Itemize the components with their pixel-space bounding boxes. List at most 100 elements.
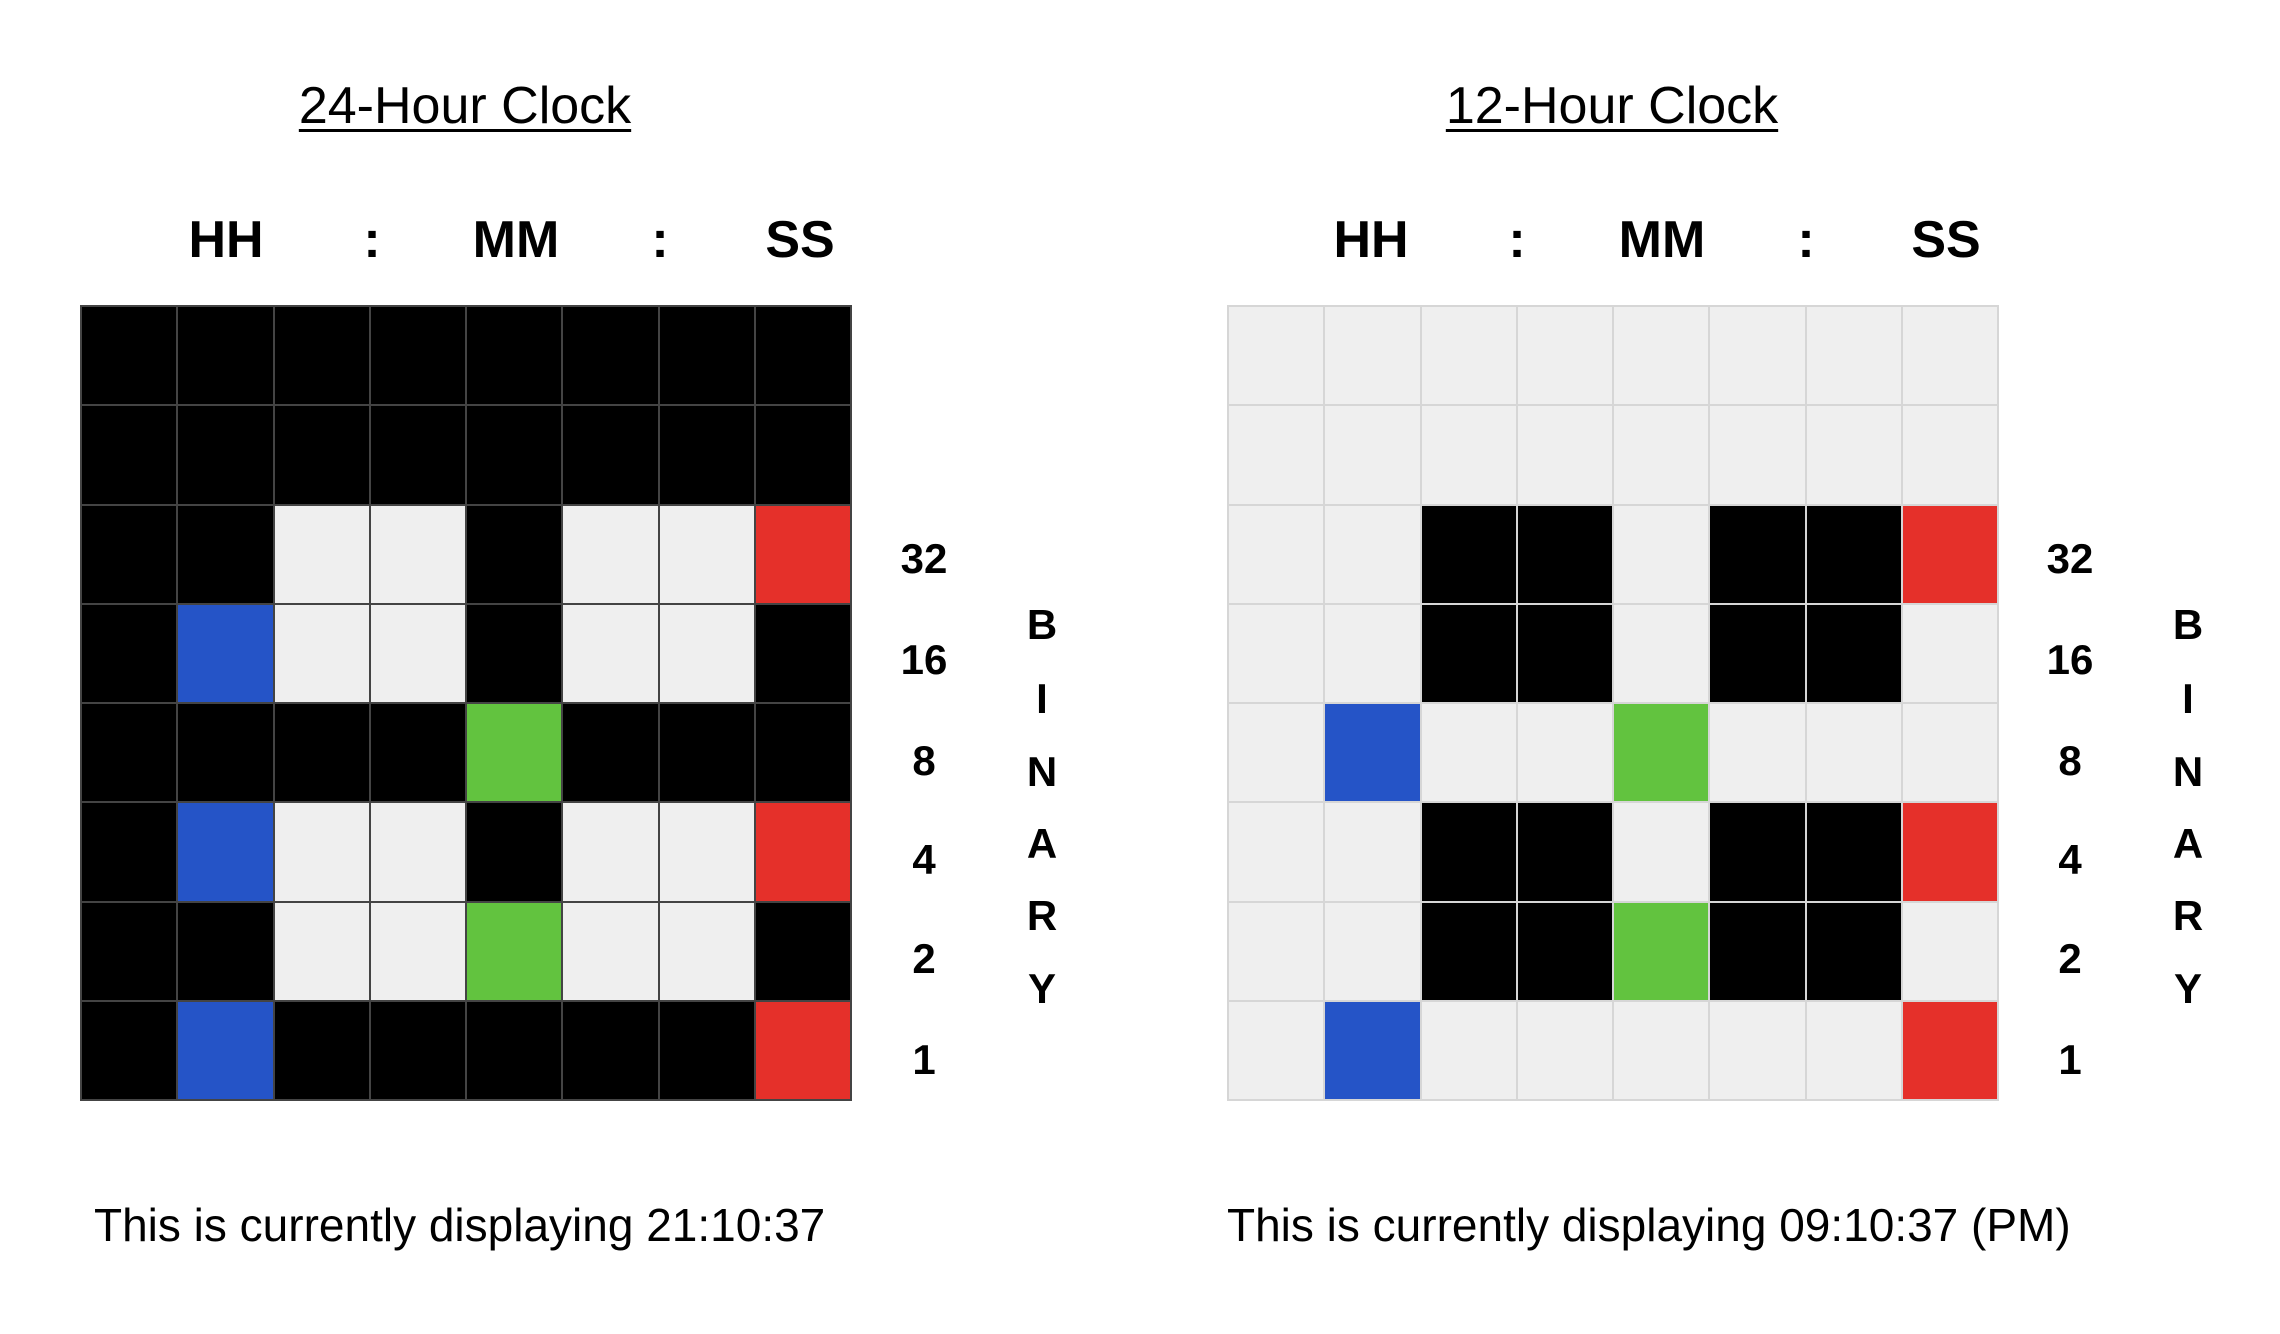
cell-off xyxy=(1902,604,1997,702)
cell-inverse xyxy=(1710,803,1805,901)
segment-label-colon: : xyxy=(363,211,381,269)
cell-off xyxy=(1325,604,1420,702)
cell-inverse xyxy=(659,902,754,1000)
cell-off xyxy=(467,505,562,603)
cell-inverse xyxy=(1517,604,1612,702)
bit-label-8: 8 xyxy=(912,737,936,784)
cell-inverse xyxy=(563,604,658,702)
cell-inverse xyxy=(563,902,658,1000)
segment-label-ss: SS xyxy=(765,211,835,269)
bit-label-16: 16 xyxy=(900,636,948,683)
cell-off xyxy=(1902,406,1997,504)
cell-off xyxy=(1710,406,1805,504)
cell-inverse xyxy=(1710,604,1805,702)
cell-seconds-on xyxy=(755,505,850,603)
cell-off xyxy=(1517,704,1612,802)
binary-letter: N xyxy=(1026,748,1058,795)
segment-label-mm: MM xyxy=(1618,211,1706,269)
cell-inverse xyxy=(659,604,754,702)
cell-off xyxy=(659,307,754,405)
cell-off xyxy=(755,406,850,504)
segment-label-colon: : xyxy=(1508,211,1526,269)
cell-inverse xyxy=(274,902,369,1000)
cell-off xyxy=(659,406,754,504)
bit-label-32: 32 xyxy=(900,535,948,582)
cell-off xyxy=(1710,307,1805,405)
cell-off xyxy=(1325,505,1420,603)
cell-off xyxy=(274,1001,369,1099)
cell-minutes-on xyxy=(1614,902,1709,1000)
cell-off xyxy=(1614,604,1709,702)
cell-off xyxy=(274,704,369,802)
cell-off xyxy=(1614,803,1709,901)
cell-off xyxy=(1325,803,1420,901)
cell-inverse xyxy=(1421,505,1516,603)
cell-off xyxy=(178,704,273,802)
bit-label-16: 16 xyxy=(2046,636,2094,683)
cell-inverse xyxy=(370,505,465,603)
cell-off xyxy=(1421,704,1516,802)
cell-inverse xyxy=(659,803,754,901)
cell-off xyxy=(1229,604,1324,702)
segment-label-ss: SS xyxy=(1911,211,1981,269)
clock-caption: This is currently displaying 21:10:37 xyxy=(94,1199,826,1251)
cell-off xyxy=(1806,704,1901,802)
cell-inverse xyxy=(1806,604,1901,702)
cell-off xyxy=(82,902,177,1000)
cell-off xyxy=(82,803,177,901)
cell-off xyxy=(563,704,658,802)
segment-label-mm: MM xyxy=(472,211,560,269)
cell-off xyxy=(1806,1001,1901,1099)
cell-inverse xyxy=(1421,902,1516,1000)
cell-inverse xyxy=(563,803,658,901)
cell-hours-on xyxy=(1325,1001,1420,1099)
cell-off xyxy=(82,604,177,702)
cell-hours-on xyxy=(178,1001,273,1099)
cell-off xyxy=(178,505,273,603)
cell-hours-on xyxy=(178,604,273,702)
cell-off xyxy=(1614,307,1709,405)
cell-off xyxy=(82,406,177,504)
cell-off xyxy=(467,307,562,405)
cell-inverse xyxy=(274,803,369,901)
cell-inverse xyxy=(1806,803,1901,901)
segment-label-colon: : xyxy=(1797,211,1815,269)
cell-off xyxy=(370,307,465,405)
bit-label-8: 8 xyxy=(2058,737,2082,784)
cell-inverse xyxy=(1517,803,1612,901)
cell-off xyxy=(1902,902,1997,1000)
binary-letter: A xyxy=(1026,820,1058,867)
cell-off xyxy=(1517,307,1612,405)
cell-seconds-on xyxy=(755,1001,850,1099)
cell-off xyxy=(467,604,562,702)
binary-grid xyxy=(1227,305,1999,1101)
cell-off xyxy=(1229,704,1324,802)
segment-label-colon: : xyxy=(651,211,669,269)
segment-label-hh: HH xyxy=(1333,211,1409,269)
cell-off xyxy=(1229,803,1324,901)
cell-inverse xyxy=(1517,505,1612,603)
cell-inverse xyxy=(1421,803,1516,901)
cell-off xyxy=(370,1001,465,1099)
clock-title: 12-Hour Clock xyxy=(1445,77,1779,135)
bit-label-4: 4 xyxy=(2058,836,2082,883)
cell-off xyxy=(370,406,465,504)
cell-inverse xyxy=(1710,902,1805,1000)
binary-letter: A xyxy=(2172,820,2204,867)
cell-inverse xyxy=(1421,604,1516,702)
cell-off xyxy=(1902,307,1997,405)
clock-panel-12h: 12-Hour Clock HH : MM : SS 32 16 8 4 2 1… xyxy=(1140,0,2280,1334)
cell-off xyxy=(1614,1001,1709,1099)
cell-off xyxy=(1421,307,1516,405)
cell-off xyxy=(178,902,273,1000)
binary-letter: Y xyxy=(2173,965,2203,1012)
cell-off xyxy=(563,406,658,504)
bit-label-2: 2 xyxy=(912,935,936,982)
cell-off xyxy=(82,505,177,603)
clock-caption: This is currently displaying 09:10:37 (P… xyxy=(1227,1199,2071,1251)
cell-off xyxy=(82,1001,177,1099)
cell-off xyxy=(178,406,273,504)
segment-label-hh: HH xyxy=(188,211,264,269)
cell-inverse xyxy=(274,604,369,702)
cell-inverse xyxy=(370,604,465,702)
